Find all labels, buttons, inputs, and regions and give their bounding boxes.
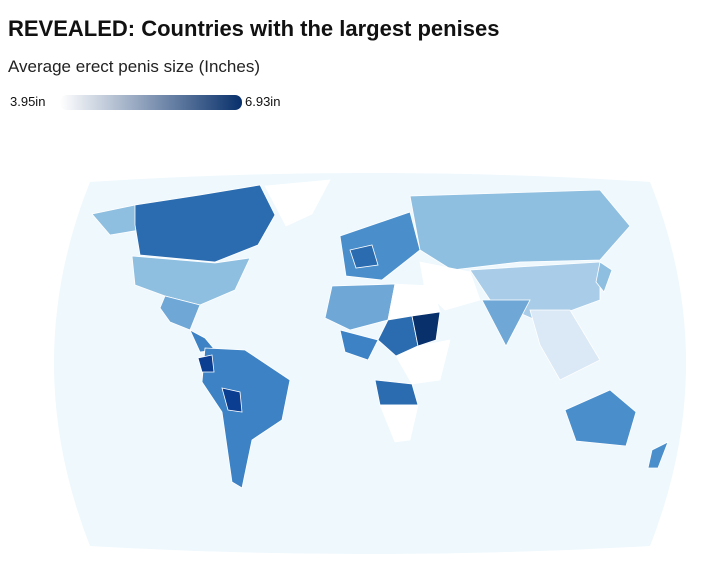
land bbox=[91, 179, 669, 489]
title: REVEALED: Countries with the largest pen… bbox=[8, 16, 500, 41]
legend-min-label: 3.95in bbox=[10, 94, 46, 109]
legend-gradient bbox=[60, 95, 242, 110]
subtitle: Average erect penis size (Inches) bbox=[8, 57, 260, 76]
legend-max-label: 6.93in bbox=[245, 94, 281, 109]
